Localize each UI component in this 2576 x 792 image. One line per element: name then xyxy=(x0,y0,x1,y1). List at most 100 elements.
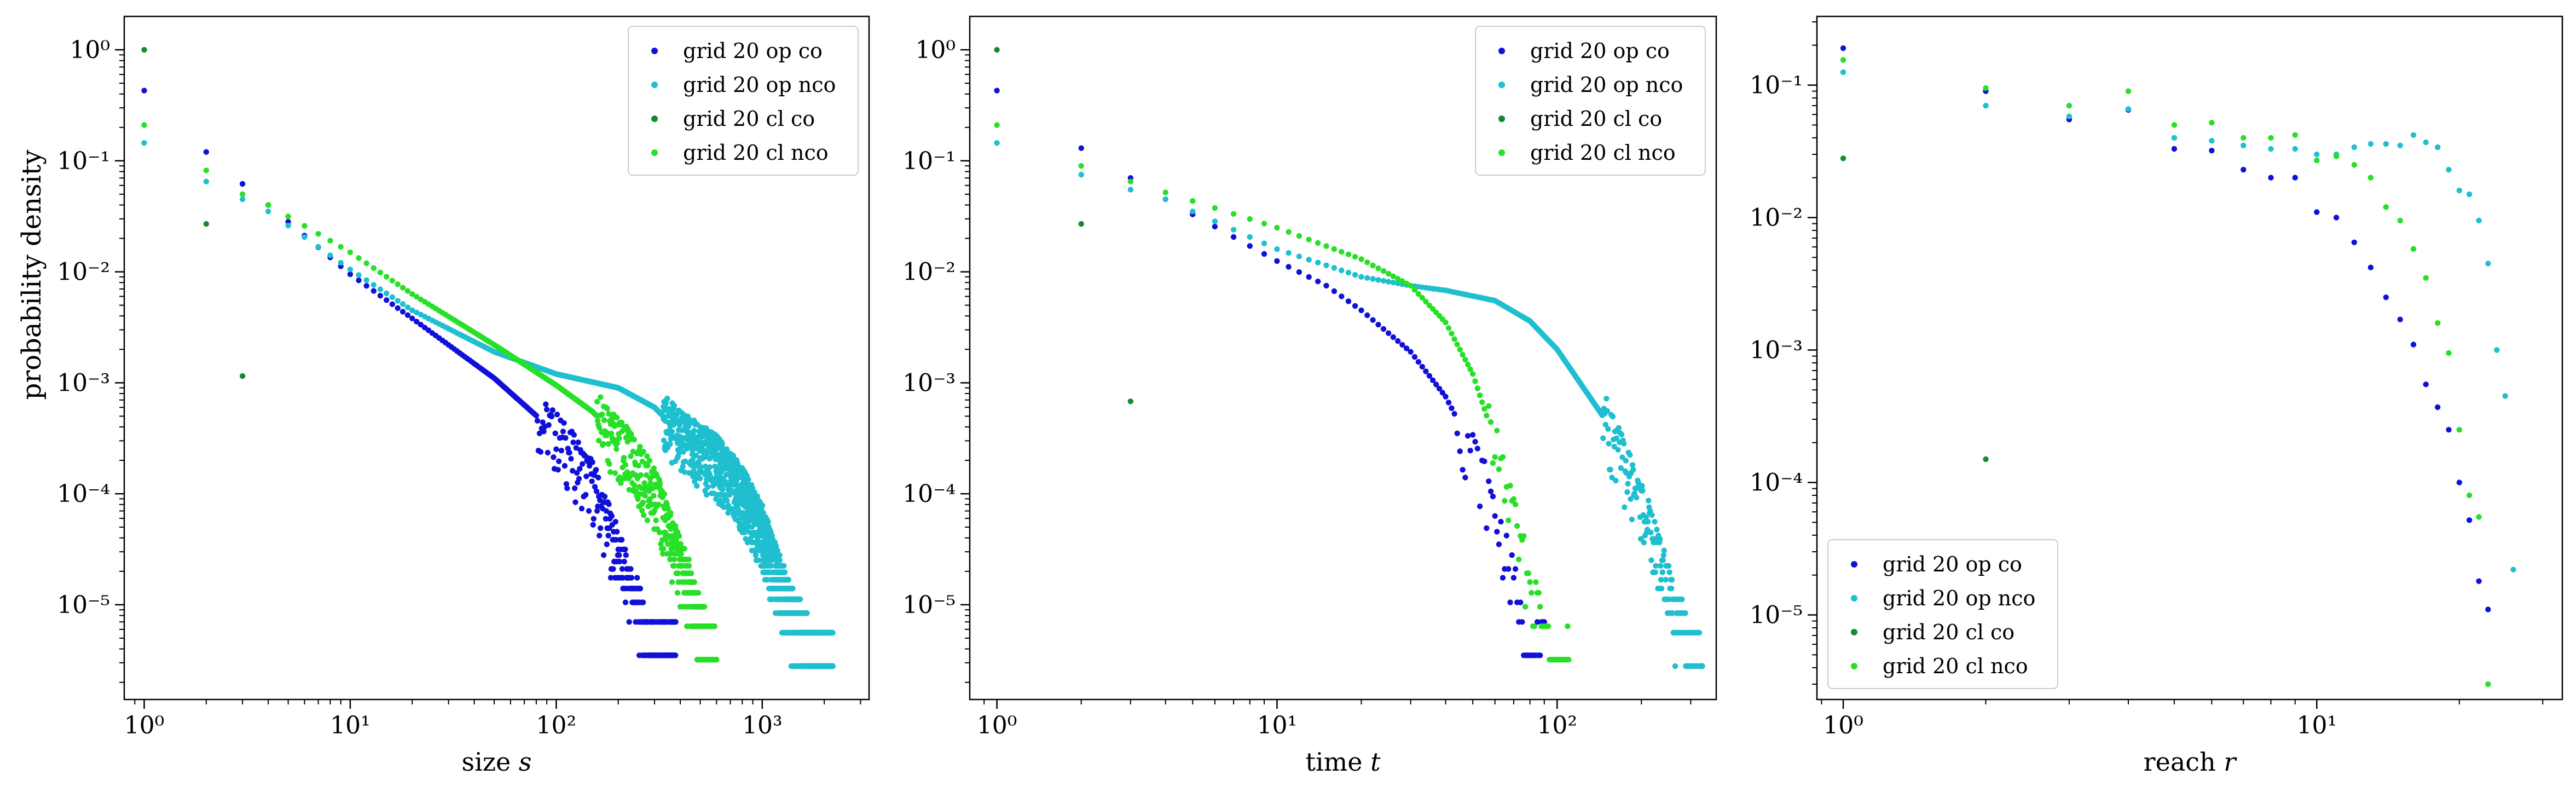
data-point xyxy=(765,519,771,525)
data-point xyxy=(1429,377,1436,383)
data-point xyxy=(645,463,651,469)
data-point xyxy=(580,461,586,467)
data-point xyxy=(1484,525,1490,531)
data-point xyxy=(2397,142,2403,148)
data-point xyxy=(558,448,565,454)
data-point xyxy=(409,291,415,297)
data-point xyxy=(1380,268,1387,274)
data-point xyxy=(571,432,577,438)
data-point xyxy=(1364,312,1370,319)
data-point xyxy=(356,278,362,284)
data-point xyxy=(1395,338,1401,344)
data-point xyxy=(623,552,629,558)
data-point xyxy=(1507,599,1513,605)
data-point xyxy=(2383,141,2389,147)
data-point xyxy=(661,491,668,497)
data-point xyxy=(1498,519,1504,525)
data-point xyxy=(1607,466,1613,473)
data-point xyxy=(384,274,390,280)
plot-frame xyxy=(123,15,870,701)
data-point xyxy=(2292,146,2298,152)
y-tick-label: 10⁻⁵ xyxy=(902,591,956,619)
data-point xyxy=(1521,533,1527,539)
data-point xyxy=(1472,438,1478,445)
panel-reach: 10⁰ 10¹ 10⁻⁵ 10⁻⁴ 10⁻³ 10⁻² 10⁻¹ reach r grid 20… xyxy=(1750,15,2563,777)
data-point xyxy=(712,452,719,458)
data-point xyxy=(1190,198,1196,204)
data-point xyxy=(682,458,688,464)
data-point xyxy=(1261,251,1267,257)
data-point xyxy=(1364,275,1370,281)
data-point xyxy=(692,445,698,451)
data-point xyxy=(1411,354,1418,360)
data-point xyxy=(2066,102,2073,109)
data-point xyxy=(1408,282,1414,289)
data-point xyxy=(1415,291,1422,297)
panel-time: 10⁰ 10¹ 10² 10⁻⁵ 10⁻⁴ 10⁻³ 10⁻² 10⁻¹ 10⁰ time t gr… xyxy=(902,15,1717,777)
series-grid-20-cl-nco xyxy=(141,122,720,663)
y-tick-label: 10⁻² xyxy=(1750,204,1803,232)
data-point xyxy=(563,481,570,487)
data-point xyxy=(659,551,666,557)
data-point xyxy=(371,288,377,294)
plot-frame xyxy=(969,15,1717,701)
data-point xyxy=(537,449,544,455)
legend-marker xyxy=(1851,663,1857,669)
data-point xyxy=(624,469,630,475)
legend-label: grid 20 op nco xyxy=(1883,586,2035,610)
legend-label: grid 20 cl nco xyxy=(1530,141,1676,165)
data-point xyxy=(239,373,246,379)
data-point xyxy=(1537,604,1543,610)
data-point xyxy=(607,469,613,475)
data-point xyxy=(554,412,560,418)
data-point xyxy=(1545,623,1552,629)
data-point xyxy=(604,406,610,412)
data-point xyxy=(642,493,649,499)
data-point xyxy=(635,463,642,469)
data-point xyxy=(600,552,607,558)
data-point xyxy=(1380,326,1387,332)
legend-box xyxy=(628,26,859,176)
data-point xyxy=(1541,619,1547,625)
y-tick-label: 10⁻³ xyxy=(57,369,110,397)
data-point xyxy=(1519,619,1525,625)
data-point xyxy=(1464,433,1471,439)
data-point xyxy=(1652,519,1658,525)
data-point xyxy=(2446,166,2452,173)
data-point xyxy=(614,414,620,420)
data-point xyxy=(1623,458,1629,464)
data-point xyxy=(994,122,1000,128)
data-point xyxy=(1496,541,1502,547)
data-point xyxy=(686,556,692,563)
data-point xyxy=(613,446,620,452)
series-grid-20-op-co xyxy=(994,88,1547,658)
data-point xyxy=(389,278,395,284)
legend-marker xyxy=(651,48,658,54)
data-point xyxy=(1358,307,1364,314)
data-point xyxy=(607,575,614,581)
data-point xyxy=(1492,513,1498,519)
data-point xyxy=(1512,566,1519,572)
data-point xyxy=(1358,256,1364,262)
data-point xyxy=(622,599,629,605)
data-point xyxy=(2367,175,2374,181)
data-point xyxy=(1665,563,1672,569)
data-point xyxy=(745,524,751,530)
data-point xyxy=(626,619,632,625)
data-point xyxy=(601,417,607,423)
data-point xyxy=(678,541,684,547)
data-point xyxy=(2410,132,2417,138)
data-point xyxy=(676,533,682,539)
data-point xyxy=(660,546,667,552)
data-point xyxy=(1274,246,1280,252)
data-point xyxy=(640,599,646,605)
data-point xyxy=(347,267,354,273)
data-point xyxy=(1439,390,1446,396)
data-point xyxy=(1472,378,1478,384)
data-point xyxy=(534,418,541,424)
data-point xyxy=(994,88,1000,94)
data-point xyxy=(589,459,595,465)
data-point xyxy=(2476,578,2482,585)
data-point xyxy=(605,441,611,447)
data-point xyxy=(1516,556,1522,563)
